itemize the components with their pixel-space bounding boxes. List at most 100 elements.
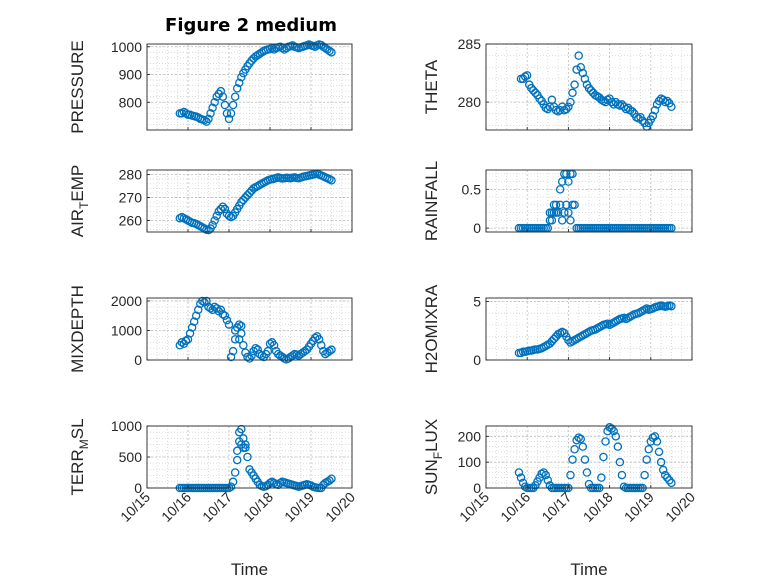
- y-tick-label: 285: [458, 36, 482, 52]
- data-point: [243, 352, 252, 362]
- data-point: [667, 301, 676, 311]
- data-point: [557, 216, 567, 225]
- y-axis-label: H2OMIXRA: [422, 284, 441, 373]
- data-point: [237, 321, 246, 331]
- axes-box: [485, 425, 693, 489]
- data-point: [609, 426, 618, 436]
- y-axis-label: MIXDEPTH: [68, 285, 87, 373]
- axes-box: [485, 297, 693, 361]
- data-point: [230, 92, 240, 101]
- data-point: [234, 78, 244, 88]
- y-label-main: PRESSURE: [68, 40, 87, 134]
- data-point: [185, 329, 195, 338]
- data-point: [667, 102, 676, 112]
- y-label-tail: SL: [68, 418, 87, 439]
- y-label-main: SUN: [422, 459, 441, 495]
- y-tick-label: 800: [119, 94, 143, 110]
- data-point: [265, 339, 275, 349]
- subplot-5: 0 1000 2000 MIXDEPTH: [68, 285, 353, 373]
- data-point: [663, 473, 672, 482]
- data-point: [226, 352, 236, 362]
- data-point: [230, 326, 240, 335]
- data-point: [220, 204, 230, 214]
- data-point: [572, 65, 581, 74]
- data-point: [658, 465, 668, 475]
- data-point: [654, 447, 664, 457]
- x-tick-label: 10/18: [580, 489, 616, 525]
- subplot-6: 0 5 H2OMIXRA: [422, 284, 693, 373]
- subplot-2: 280 285 THETA: [422, 36, 693, 131]
- data-point: [527, 83, 536, 93]
- data-point: [228, 477, 238, 487]
- data-point: [611, 432, 621, 441]
- x-tick-label: 10/15: [117, 489, 153, 525]
- data-point: [187, 323, 197, 332]
- data-point: [576, 62, 586, 72]
- data-point: [218, 309, 228, 319]
- data-point: [327, 48, 336, 57]
- data-point: [212, 211, 221, 221]
- axes-box: [146, 43, 353, 131]
- y-tick-label: 0: [473, 480, 481, 496]
- data-point: [580, 74, 590, 84]
- data-point: [619, 102, 629, 112]
- data-point: [568, 88, 577, 98]
- x-tick-label: 10/16: [158, 489, 194, 525]
- data-point: [216, 305, 226, 315]
- data-point: [545, 339, 555, 348]
- data-point: [564, 102, 573, 112]
- data-point: [263, 346, 273, 356]
- data-point: [570, 444, 579, 454]
- data-point: [234, 320, 244, 329]
- data-point: [216, 86, 226, 96]
- y-tick-label: 1000: [111, 39, 142, 55]
- data-point: [549, 334, 559, 344]
- data-point: [555, 200, 565, 210]
- y-tick-label: 0: [134, 352, 142, 368]
- data-point: [628, 107, 637, 116]
- y-tick-label: 2000: [111, 293, 142, 309]
- data-point: [582, 468, 592, 477]
- data-point: [230, 335, 240, 344]
- data-point: [230, 468, 240, 477]
- data-point: [327, 474, 336, 483]
- data-point: [564, 177, 573, 186]
- y-label-main: MIXDEPTH: [68, 285, 87, 373]
- data-point: [535, 94, 544, 103]
- data-point: [228, 346, 238, 356]
- data-point: [226, 482, 236, 492]
- subplot-7: 0 500 1000 10/15 10/16 10/17 10/18 10/19 10/20 TE…: [68, 418, 358, 579]
- data-point: [564, 208, 573, 217]
- data-point: [226, 109, 236, 118]
- data-point: [327, 345, 336, 354]
- data-point: [316, 340, 326, 350]
- data-point: [667, 478, 676, 488]
- data-point: [204, 114, 213, 124]
- data-point: [224, 320, 234, 329]
- data-point: [650, 105, 660, 115]
- y-tick-label: 0: [473, 352, 481, 368]
- data-point: [251, 343, 260, 353]
- data-point: [572, 435, 581, 445]
- data-point: [181, 336, 191, 346]
- subplot-1: 800 900 1000 PRESSURE: [68, 39, 353, 134]
- x-tick-label: 10/17: [199, 489, 235, 525]
- data-point: [325, 346, 334, 356]
- data-point: [253, 345, 262, 354]
- y-tick-label: 270: [119, 190, 143, 206]
- y-tick-label: 280: [458, 94, 482, 110]
- data-point: [601, 437, 610, 446]
- data-point: [241, 440, 250, 449]
- figure-title: Figure 2 medium: [165, 15, 337, 36]
- y-tick-label: 260: [119, 213, 143, 229]
- data-point: [557, 177, 567, 186]
- y-label-subscript: M: [77, 439, 91, 449]
- data-point: [514, 468, 524, 477]
- data-point: [576, 434, 586, 444]
- y-tick-label: 500: [119, 449, 143, 465]
- data-point: [239, 340, 248, 350]
- data-point: [220, 311, 230, 320]
- x-axis-label: Time: [231, 560, 268, 579]
- data-point: [578, 442, 588, 451]
